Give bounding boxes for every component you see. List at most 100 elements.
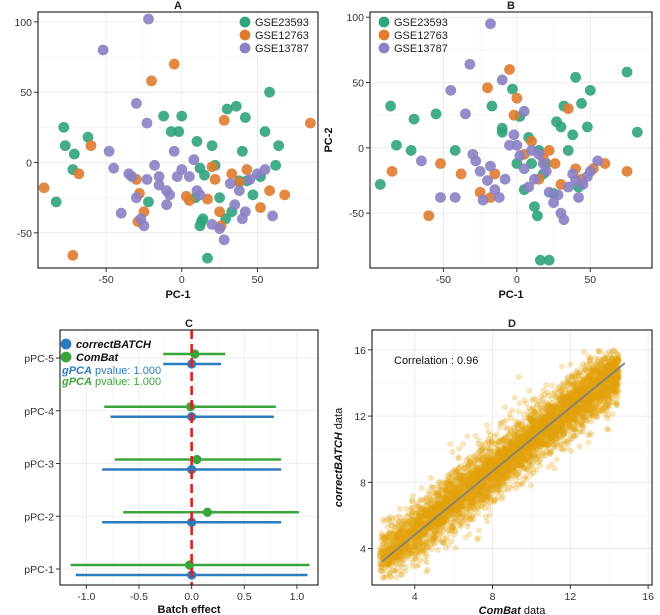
data-point [485, 465, 492, 472]
data-point-GSE12763 [209, 173, 221, 185]
data-point [595, 387, 602, 394]
data-point-GSE13787 [176, 164, 188, 175]
data-point [565, 394, 572, 400]
data-point-GSE13787 [445, 84, 457, 96]
data-point [384, 547, 391, 554]
data-point [519, 455, 526, 462]
data-point [440, 495, 447, 502]
data-point [391, 540, 398, 547]
data-point [461, 510, 468, 517]
data-point [446, 499, 453, 506]
data-point [508, 460, 514, 467]
annotation-method: gPCA [61, 365, 92, 377]
data-point [464, 498, 471, 505]
data-point [412, 538, 419, 545]
data-point [428, 500, 435, 507]
data-point-GSE12763 [386, 165, 398, 177]
data-point [509, 447, 516, 454]
legend-label: GSE23593 [255, 17, 309, 29]
data-point-GSE23593 [264, 86, 275, 98]
data-point [532, 424, 539, 431]
data-point [485, 428, 492, 435]
data-point [507, 425, 514, 431]
data-point [534, 416, 541, 423]
data-point-GSE23593 [259, 126, 271, 137]
data-point [603, 382, 610, 389]
data-point [543, 442, 550, 449]
data-point [469, 504, 476, 511]
data-point-GSE23593 [496, 122, 508, 134]
data-point [424, 531, 431, 538]
data-point [604, 391, 611, 398]
data-point [593, 377, 600, 384]
data-point [477, 483, 484, 490]
data-point [500, 445, 507, 452]
data-point [513, 439, 520, 446]
data-point [598, 391, 605, 398]
data-point [587, 371, 594, 378]
data-point [379, 567, 386, 574]
data-point-GSE13787 [558, 214, 570, 226]
data-point [495, 478, 502, 485]
data-point-GSE13787 [533, 148, 545, 160]
data-point [519, 438, 526, 445]
data-point [575, 369, 582, 376]
data-point [576, 403, 583, 410]
data-point-GSE12763 [233, 176, 245, 188]
data-point [602, 355, 609, 362]
data-point [447, 440, 454, 447]
legend-label: GSE23593 [394, 17, 448, 29]
data-point [409, 563, 416, 570]
data-point-GSE23593 [202, 252, 213, 264]
data-point [600, 387, 607, 394]
data-point [408, 516, 415, 523]
data-point [452, 544, 459, 551]
data-point-GSE13787 [233, 185, 245, 197]
data-point [582, 385, 589, 392]
data-point [564, 438, 571, 444]
data-point [431, 528, 438, 535]
data-point-GSE23593 [197, 213, 209, 225]
data-point [601, 384, 608, 390]
data-point [602, 387, 608, 394]
data-point-GSE13787 [435, 192, 446, 203]
x-tick-label: 50 [252, 274, 264, 286]
data-point-GSE13787 [523, 181, 535, 193]
data-point [522, 431, 529, 438]
data-point [440, 498, 447, 505]
data-point [428, 508, 435, 515]
data-point [510, 431, 517, 438]
data-point [447, 495, 454, 502]
data-point [530, 405, 537, 412]
data-point [470, 474, 477, 481]
data-point [543, 382, 550, 389]
data-point [612, 359, 619, 366]
data-point-GSE23593 [230, 100, 242, 112]
data-point [570, 414, 577, 421]
data-point [474, 536, 480, 543]
data-point [609, 355, 616, 362]
data-point [559, 418, 566, 425]
data-point [429, 523, 436, 530]
data-point-GSE13787 [540, 165, 552, 177]
data-point [533, 438, 540, 445]
data-point [588, 379, 595, 386]
data-point [575, 391, 582, 398]
data-point-GSE12763 [423, 210, 435, 222]
data-point [430, 504, 437, 511]
data-point [464, 433, 471, 440]
data-point [472, 488, 479, 495]
panel-title: B [507, 0, 515, 12]
data-point-GSE12763 [489, 168, 501, 180]
data-point [387, 569, 393, 576]
data-point-GSE13787 [577, 179, 589, 190]
data-point [516, 422, 523, 429]
data-point [440, 519, 447, 526]
data-point-GSE13787 [244, 173, 256, 185]
data-point [378, 534, 385, 541]
data-point [547, 414, 554, 421]
data-point [552, 408, 559, 415]
legend-marker [239, 42, 251, 54]
data-point [491, 433, 498, 440]
data-point [527, 416, 534, 423]
